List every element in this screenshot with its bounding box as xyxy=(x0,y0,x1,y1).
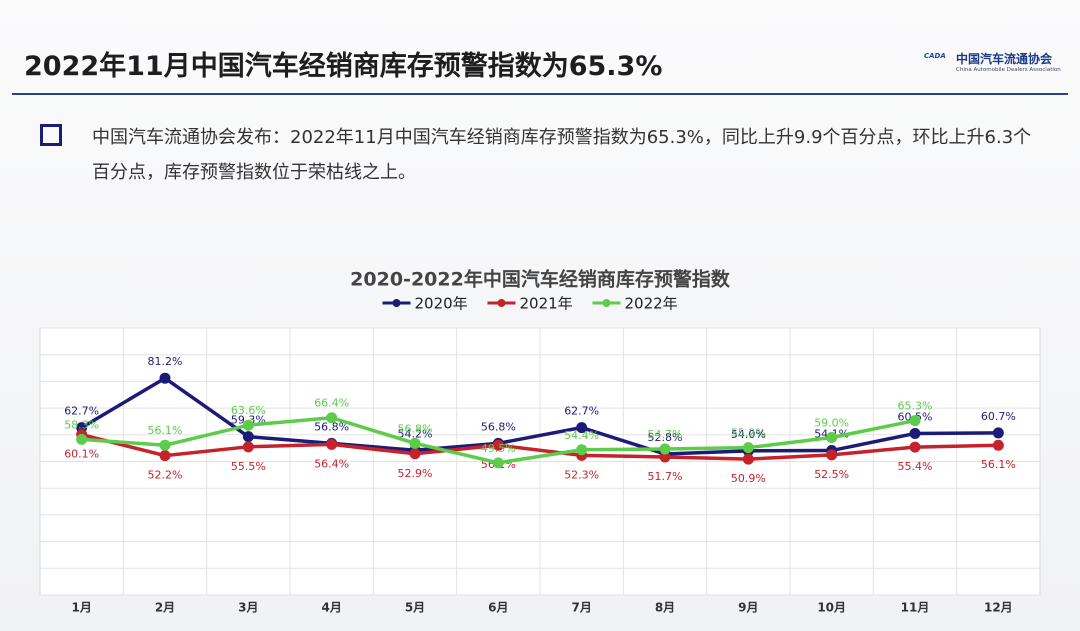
point xyxy=(326,438,338,450)
data-label: 54.7% xyxy=(648,428,683,441)
data-label: 55.4% xyxy=(898,460,933,473)
data-label: 52.3% xyxy=(564,468,599,481)
point xyxy=(742,442,754,454)
data-label: 52.2% xyxy=(148,469,183,482)
data-label: 55.5% xyxy=(231,460,266,473)
point xyxy=(159,439,171,451)
data-label: 62.7% xyxy=(64,405,99,418)
point xyxy=(492,439,504,451)
data-label: 65.3% xyxy=(898,400,933,413)
point xyxy=(909,415,921,427)
data-label: 56.1% xyxy=(981,458,1016,471)
point xyxy=(492,457,504,469)
point xyxy=(909,427,921,439)
legend-marker xyxy=(392,299,401,307)
x-tick-label: 6月 xyxy=(488,601,508,615)
data-label: 54.2% xyxy=(398,427,433,440)
data-label: 58.3% xyxy=(64,418,99,431)
data-label: 52.8% xyxy=(648,431,683,444)
title-rule xyxy=(12,93,1068,95)
data-label: 52.5% xyxy=(814,468,849,481)
data-label: 49.5% xyxy=(481,442,516,455)
point xyxy=(992,439,1004,451)
data-label: 51.7% xyxy=(648,470,683,483)
data-label: 56.8% xyxy=(314,420,349,433)
point xyxy=(242,431,254,443)
x-tick-label: 11月 xyxy=(901,601,930,615)
data-label: 54.0% xyxy=(731,428,766,441)
point xyxy=(242,419,254,431)
point xyxy=(909,441,921,453)
point xyxy=(576,422,588,434)
data-label: 56.1% xyxy=(148,424,183,437)
point xyxy=(826,449,838,461)
point xyxy=(576,444,588,456)
logo-name: 中国汽车流通协会 xyxy=(956,52,1053,66)
bullet-box xyxy=(40,124,62,146)
x-tick-label: 4月 xyxy=(321,601,341,615)
data-label: 63.6% xyxy=(231,404,266,417)
legend-marker xyxy=(602,299,611,307)
point xyxy=(242,441,254,453)
point xyxy=(659,451,671,463)
x-tick-label: 9月 xyxy=(738,601,758,615)
point xyxy=(659,443,671,455)
point xyxy=(76,433,88,445)
paragraph: 中国汽车流通协会发布：2022年11月中国汽车经销商库存预警指数为65.3%，同… xyxy=(92,127,1032,183)
point xyxy=(409,437,421,449)
x-tick-label: 3月 xyxy=(238,601,258,615)
data-label: 60.7% xyxy=(981,410,1016,423)
logo-subtitle: China Automobile Dealers Association xyxy=(956,67,1061,73)
series-line xyxy=(81,432,999,461)
x-tick-label: 10月 xyxy=(817,601,846,615)
point xyxy=(992,427,1004,439)
data-label: 56.8% xyxy=(398,422,433,435)
legend-marker xyxy=(497,299,506,307)
point xyxy=(409,448,421,460)
data-label: 62.7% xyxy=(564,405,599,418)
data-label: 55.2% xyxy=(731,427,766,440)
slide-title: 2022年11月中国汽车经销商库存预警指数为65.3% xyxy=(24,51,663,82)
data-label: 56.8% xyxy=(481,420,516,433)
data-label: 59.0% xyxy=(814,416,849,429)
point xyxy=(326,412,338,424)
data-label: 81.2% xyxy=(148,355,183,368)
data-label: 66.4% xyxy=(314,397,349,410)
legend-label: 2020年 xyxy=(415,295,468,313)
data-label: 60.1% xyxy=(64,448,99,461)
data-label: 56.4% xyxy=(314,457,349,470)
logo-mark: CADA xyxy=(924,52,946,60)
x-tick-label: 12月 xyxy=(984,601,1013,615)
point xyxy=(159,450,171,462)
legend-label: 2022年 xyxy=(625,295,678,313)
data-label: 54.4% xyxy=(564,429,599,442)
data-label: 50.9% xyxy=(731,472,766,485)
x-tick-label: 7月 xyxy=(571,601,591,615)
chart-title: 2020-2022年中国汽车经销商库存预警指数 xyxy=(350,268,731,291)
data-label: 52.9% xyxy=(398,467,433,480)
x-tick-label: 1月 xyxy=(71,601,91,615)
legend-label: 2021年 xyxy=(520,295,573,313)
point xyxy=(826,431,838,443)
point xyxy=(742,453,754,465)
point xyxy=(159,372,171,384)
x-tick-label: 5月 xyxy=(405,601,425,615)
x-tick-label: 2月 xyxy=(155,601,175,615)
x-tick-label: 8月 xyxy=(655,601,675,615)
